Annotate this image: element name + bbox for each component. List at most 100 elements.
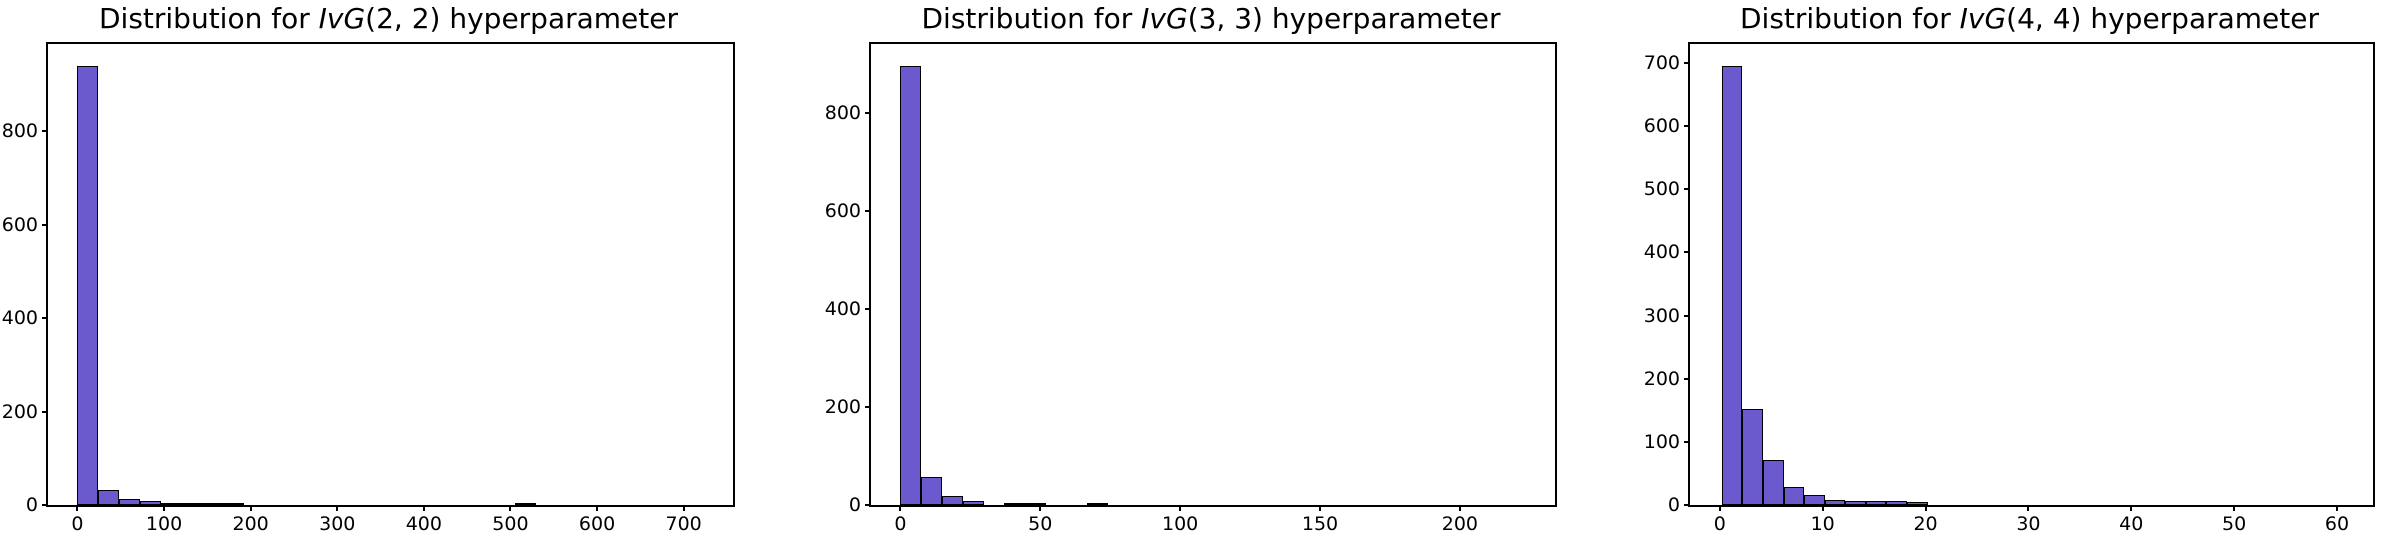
y-axis-tick	[865, 209, 871, 212]
histogram-bar	[98, 489, 120, 505]
title-prefix: Distribution for	[921, 2, 1142, 35]
title-math-ivg: IvG	[1959, 2, 2007, 35]
x-axis-tick	[336, 505, 339, 511]
y-tick-label: 400	[1, 307, 38, 330]
histogram-bar	[77, 65, 99, 505]
histogram-bar	[181, 503, 203, 505]
y-axis-tick	[42, 504, 48, 506]
x-tick-label: 30	[2016, 513, 2041, 535]
x-tick-label: 0	[894, 513, 907, 535]
y-tick-label: 500	[1643, 178, 1680, 201]
x-axis-tick	[2027, 505, 2030, 511]
x-axis-tick	[682, 505, 685, 511]
x-tick-label: 100	[1161, 513, 1199, 535]
y-axis-tick	[1684, 440, 1690, 443]
y-tick-label: 400	[824, 297, 861, 320]
axes-ivg-3-3: 0 50 100 150 200 0 200 400 600 800	[825, 42, 1557, 535]
x-tick-label: 10	[1810, 513, 1835, 535]
y-tick-label: 700	[1643, 51, 1680, 74]
histogram-bar	[1865, 501, 1887, 505]
title-math-ivg: IvG	[1141, 2, 1188, 35]
histogram-bar	[1004, 502, 1026, 505]
x-tick-label: 40	[2119, 513, 2144, 535]
y-axis-tick	[1684, 125, 1690, 128]
chart-title-ivg-3-3: Distribution for IvG(3, 3) hyperparamete…	[869, 2, 1553, 36]
histogram-bar	[1845, 501, 1866, 505]
x-tick-label: 300	[319, 513, 356, 535]
histogram-bar	[223, 503, 245, 505]
y-axis-tick	[42, 410, 48, 413]
histogram-bar	[1804, 494, 1825, 505]
y-tick-label: 600	[824, 199, 861, 222]
x-tick-label: 500	[492, 513, 529, 535]
x-axis-tick	[1179, 505, 1182, 511]
plot-area-ivg-4-4: 0 10 20 30 40 50 60 0 100 200 300 400 500 600 700	[1644, 44, 2373, 535]
x-tick-label: 0	[71, 513, 84, 535]
y-tick-label: 100	[1643, 430, 1680, 453]
histogram-bar	[1907, 501, 1928, 505]
chart-title-ivg-4-4: Distribution for IvG(4, 4) hyperparamete…	[1688, 2, 2371, 36]
y-axis-tick	[1684, 314, 1690, 317]
histogram-bar	[962, 501, 984, 505]
x-tick-label: 200	[1441, 513, 1479, 535]
x-tick-label: 20	[1913, 513, 1938, 535]
x-tick-label: 100	[145, 513, 183, 535]
title-prefix: Distribution for	[1739, 2, 1960, 35]
histogram-bar	[900, 66, 922, 505]
y-tick-label: 400	[1643, 241, 1680, 264]
histogram-bar	[1783, 486, 1805, 505]
x-axis-tick	[76, 505, 79, 511]
x-axis-tick	[1821, 505, 1824, 511]
x-axis-tick	[249, 505, 252, 511]
histogram-bar	[119, 499, 140, 505]
histogram-bar	[1763, 459, 1784, 505]
title-suffix: hyperparameter	[2081, 2, 2320, 35]
title-args: (2, 2)	[365, 2, 441, 35]
y-axis-tick	[1684, 61, 1690, 64]
y-axis-tick	[42, 130, 48, 133]
title-args: (4, 4)	[2006, 2, 2082, 35]
x-axis-tick	[596, 505, 599, 511]
x-tick-label: 60	[2324, 513, 2350, 535]
y-tick-label: 0	[25, 494, 38, 516]
y-tick-label: 200	[824, 395, 861, 418]
plot-area-ivg-3-3: 0 50 100 150 200 0 200 400 600 800	[825, 44, 1555, 535]
y-axis-tick	[865, 405, 871, 408]
y-axis-tick	[865, 307, 871, 310]
histogram-bar	[139, 500, 161, 505]
y-axis-tick	[42, 223, 48, 226]
axes-ivg-4-4: 0 10 20 30 40 50 60 0 100 200 300 400 500 600 700	[1644, 42, 2375, 535]
title-math-ivg: IvG	[318, 2, 366, 35]
x-tick-label: 0	[1713, 513, 1726, 535]
x-axis-tick	[509, 505, 512, 511]
histogram-bar	[202, 502, 224, 505]
y-axis-tick	[1684, 251, 1690, 254]
x-axis-tick	[1319, 505, 1321, 511]
title-suffix: hyperparameter	[440, 2, 679, 35]
y-tick-label: 200	[1, 400, 38, 423]
x-tick-label: 400	[405, 513, 442, 535]
y-tick-label: 0	[848, 494, 861, 516]
y-axis-tick	[1684, 377, 1690, 380]
histogram-bar	[514, 503, 536, 505]
y-tick-label: 600	[1, 213, 38, 236]
histogram-bar	[1886, 501, 1908, 505]
y-tick-label: 800	[1, 120, 38, 143]
plot-area-ivg-2-2: 0 100 200 300 400 500 600 700 0 200 400 600 800	[2, 44, 733, 535]
title-args: (3, 3)	[1187, 2, 1263, 35]
y-axis-tick	[42, 317, 48, 320]
x-axis-tick	[2335, 505, 2338, 511]
x-axis-tick	[1458, 505, 1461, 511]
x-tick-label: 200	[232, 513, 269, 535]
x-axis-tick	[163, 505, 166, 511]
y-axis-tick	[865, 111, 871, 114]
histogram-bar	[1087, 503, 1109, 505]
x-axis-tick	[899, 505, 902, 511]
x-axis-tick	[1718, 505, 1721, 511]
y-axis-tick	[1684, 188, 1690, 191]
histogram-bar	[941, 495, 963, 505]
x-axis-tick	[422, 505, 425, 511]
x-axis-tick	[2130, 505, 2133, 511]
x-tick-label: 50	[2222, 513, 2247, 535]
